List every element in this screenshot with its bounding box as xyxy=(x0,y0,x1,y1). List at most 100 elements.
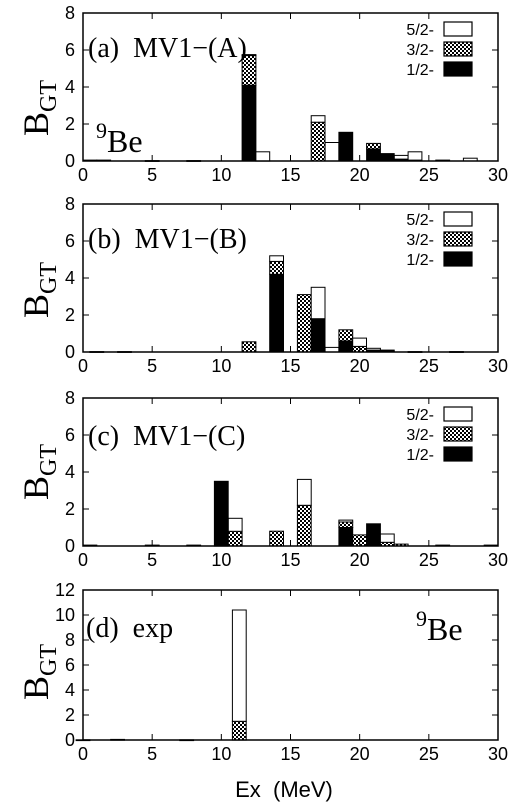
panel-c-ytick-label: 6 xyxy=(65,425,75,445)
panel-c-xtick-label: 25 xyxy=(419,550,439,570)
panel-d-ytick-label: 2 xyxy=(65,705,75,725)
panel-a-legend-label: 3/2- xyxy=(406,42,434,59)
panel-a-legend-label: 5/2- xyxy=(406,22,434,39)
panel-d-ytick-label: 8 xyxy=(65,630,75,650)
panel-b-bar-9-open xyxy=(366,347,381,351)
panel-a-legend-swatch-open xyxy=(443,21,473,37)
panel-a-nucleus-mass: 9 xyxy=(96,118,107,143)
panel-c-bar-10-open xyxy=(379,533,395,543)
panel-b-legend-swatch-open xyxy=(443,211,473,227)
panel-c-bar-3-solid xyxy=(213,480,229,547)
panel-a-bar-4-open xyxy=(241,54,257,56)
panel-b-ytick-label: 4 xyxy=(65,268,75,288)
panel-a-ytick-label: 6 xyxy=(65,40,75,60)
panel-d-xtick-label: 0 xyxy=(78,744,88,764)
panel-d-bar-3-open xyxy=(231,609,247,722)
panel-b-bars xyxy=(89,255,464,353)
panel-c-bar-4-open xyxy=(227,517,243,532)
panel-c-title: (c) MV1−(C) xyxy=(88,421,245,452)
panel-a: 0 5 10 15 20 25 30 0 2 4 6 8 BGT (a) MV1−(A) 9Be 5/… xyxy=(16,3,508,185)
panel-d-nucleus-label: 9Be xyxy=(416,606,463,647)
panel-c-ytick-label: 2 xyxy=(65,499,75,519)
panel-c-legend-swatch-hatched xyxy=(443,426,473,442)
panel-b-bar-10-open xyxy=(379,349,395,352)
panel-c-legend-label: 5/2- xyxy=(406,407,434,424)
panel-b-title: (b) MV1−(B) xyxy=(88,224,247,255)
panel-b-bar-5-solid xyxy=(310,318,326,353)
panel-a-bar-4-solid xyxy=(241,84,257,162)
panel-b-legend-swatch-solid xyxy=(443,251,473,267)
panel-c-ylabel: BGT xyxy=(16,444,62,500)
panel-a-legend-swatch-solid xyxy=(443,61,473,77)
panel-c: 0 5 10 15 20 25 30 0 2 4 6 8 BGT (c) MV1−(C) 5/2- 3/… xyxy=(16,388,508,570)
panel-d-ytick-label: 12 xyxy=(55,580,75,600)
panel-b-xtick-label: 30 xyxy=(488,356,508,376)
panel-a-bar-6-hatched xyxy=(310,121,326,162)
panel-a-title: (a) MV1−(A) xyxy=(88,33,247,64)
panel-d-xtick-label: 10 xyxy=(211,744,231,764)
panel-d-ylabel-sub: GT xyxy=(36,644,62,676)
panel-b-bar-7-hatched xyxy=(338,329,354,342)
panel-a-legend-label: 1/2- xyxy=(406,62,434,79)
panel-a-xtick-label: 25 xyxy=(419,165,439,185)
panel-d-bar-3-hatched xyxy=(231,720,247,741)
panel-d-ytick-label: 0 xyxy=(65,730,75,750)
panel-b-bar-3-open xyxy=(269,255,285,262)
panel-b-legend-label: 3/2- xyxy=(406,232,434,249)
panel-d-ylabel: BGT xyxy=(16,644,62,700)
panel-a-bar-9-hatched xyxy=(366,142,381,150)
panel-a-bar-6-open xyxy=(310,115,326,123)
panel-a-bar-5-open xyxy=(255,151,271,162)
panel-c-bar-5-hatched xyxy=(269,530,285,547)
panel-b-xtick-label: 25 xyxy=(419,356,439,376)
panel-a-ylabel-sub: GT xyxy=(36,80,62,112)
panel-b-legend: 5/2- 3/2- 1/2- xyxy=(406,211,473,269)
panel-a-bar-8-solid xyxy=(338,131,354,162)
panel-d-xtick-label: 25 xyxy=(419,744,439,764)
panel-b-bar-3-hatched xyxy=(269,260,285,275)
panel-c-ytick-label: 4 xyxy=(65,462,75,482)
panel-b-ticks: 0 5 10 15 20 25 30 0 2 4 6 8 xyxy=(65,194,508,376)
panel-b-bar-4-hatched xyxy=(296,294,312,353)
panel-c-legend-swatch-open xyxy=(443,406,473,422)
panel-b-legend-swatch-hatched xyxy=(443,231,473,247)
panel-c-bar-7-solid xyxy=(338,527,354,547)
panel-b-ytick-label: 6 xyxy=(65,231,75,251)
panel-c-legend-label: 3/2- xyxy=(406,427,434,444)
panel-c-bar-7-open xyxy=(338,519,354,523)
panel-c-legend-swatch-solid xyxy=(443,446,473,462)
panel-b-ytick-label: 0 xyxy=(65,342,75,362)
panel-a-ylabel: BGT xyxy=(16,80,62,136)
panel-c-ytick-label: 0 xyxy=(65,536,75,556)
panel-c-bar-9-solid xyxy=(366,523,381,547)
panel-b-ylabel-main: B xyxy=(16,294,56,318)
panel-c-ytick-label: 8 xyxy=(65,388,75,408)
panel-b-ylabel: BGT xyxy=(16,262,62,318)
panel-a-bar-12-open xyxy=(407,151,423,161)
panel-c-bars xyxy=(82,478,499,547)
panel-c-xtick-label: 15 xyxy=(280,550,300,570)
panel-b-xtick-label: 20 xyxy=(350,356,370,376)
panel-a-ytick-label: 2 xyxy=(65,114,75,134)
panel-b-bar-5-open xyxy=(310,286,326,320)
panel-c-bar-6-hatched xyxy=(296,504,312,547)
panel-d-bars xyxy=(75,609,247,742)
panel-c-bar-4-hatched xyxy=(227,530,243,547)
panel-a-nucleus-symbol: Be xyxy=(107,123,143,159)
panel-b-bar-2-hatched xyxy=(241,341,257,353)
panel-d-xtick-label: 20 xyxy=(350,744,370,764)
panel-a-xtick-label: 20 xyxy=(350,165,370,185)
panel-a-ytick-label: 0 xyxy=(65,151,75,171)
panel-d-nucleus-symbol: Be xyxy=(427,611,463,647)
panel-b-xtick-label: 15 xyxy=(280,356,300,376)
panel-c-legend: 5/2- 3/2- 1/2- xyxy=(406,406,473,464)
panel-c-xtick-label: 0 xyxy=(78,550,88,570)
panel-c-bar-6-open xyxy=(296,478,312,506)
panel-c-xtick-label: 20 xyxy=(350,550,370,570)
panel-c-xtick-label: 5 xyxy=(147,550,157,570)
panel-c-ylabel-sub: GT xyxy=(36,444,62,476)
panel-a-nucleus-label: 9Be xyxy=(96,118,143,159)
